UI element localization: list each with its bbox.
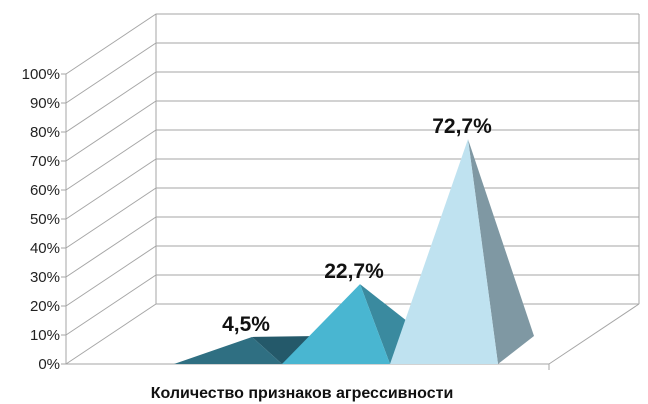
x-axis-label: Количество признаков агрессивности [151, 385, 454, 402]
y-tick-label: 10% [30, 327, 60, 344]
pyramid-side-face [468, 139, 534, 364]
data-labels: 4,5% 22,7% 72,7% [222, 115, 492, 336]
pyramid-front-face [282, 284, 390, 364]
y-tick-label: 100% [22, 66, 60, 83]
data-label: 22,7% [324, 260, 384, 283]
y-tick-label: 0% [38, 356, 60, 373]
floor-right-edge [548, 303, 640, 365]
y-tick-label: 90% [30, 95, 60, 112]
pyramid-side-face [252, 336, 318, 364]
pyramid-front-face [174, 336, 282, 364]
data-label: 72,7% [432, 115, 492, 138]
y-tick-label: 80% [30, 124, 60, 141]
gridline [65, 71, 639, 133]
y-tick-label: 50% [30, 211, 60, 228]
data-series [174, 139, 534, 364]
gridline [65, 100, 639, 162]
gridline [65, 129, 639, 191]
gridline [65, 187, 639, 249]
gridlines [65, 13, 640, 365]
gridline [65, 42, 639, 104]
y-tick-label: 30% [30, 269, 60, 286]
y-axis: 0% 10% 20% 30% 40% 50% 60% 70% 80% 90% 100% [22, 66, 550, 373]
y-tick-label: 40% [30, 240, 60, 257]
y-tick-label: 20% [30, 298, 60, 315]
y-tick-label: 60% [30, 182, 60, 199]
gridline [65, 158, 639, 220]
pyramid-front-face [390, 139, 498, 364]
y-tick-label: 70% [30, 153, 60, 170]
data-label: 4,5% [222, 313, 270, 336]
gridline [65, 13, 639, 75]
